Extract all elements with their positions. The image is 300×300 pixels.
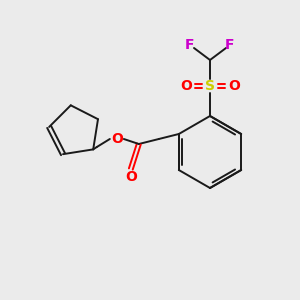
Text: S: S [205, 79, 215, 93]
Text: O: O [228, 79, 240, 93]
Text: F: F [185, 38, 195, 52]
Text: O: O [125, 170, 137, 184]
Text: O: O [111, 132, 123, 146]
Text: O: O [180, 79, 192, 93]
Text: F: F [225, 38, 235, 52]
